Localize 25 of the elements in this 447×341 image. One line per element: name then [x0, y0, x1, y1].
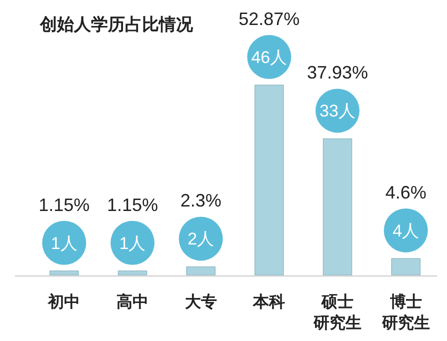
bar — [118, 270, 148, 276]
data-label: 2.3% — [180, 190, 222, 211]
data-label: 37.93% — [306, 62, 368, 83]
annotation: 33人 — [320, 102, 356, 121]
data-label: 52.87% — [238, 9, 300, 29]
annotation: 1人 — [119, 234, 146, 253]
x-tick-label: 初中 — [47, 293, 80, 311]
bar — [391, 258, 420, 276]
annotation: 2人 — [188, 230, 214, 249]
annotation: 46人 — [251, 48, 288, 67]
x-tick-label: 博士研究生 — [380, 293, 430, 332]
x-tick-label: 高中 — [116, 292, 148, 311]
bar — [186, 266, 216, 276]
data-label: 1.15% — [38, 194, 90, 215]
x-tick-label: 大专 — [184, 293, 217, 311]
x-tick-label: 硕士研究生 — [312, 293, 362, 332]
chart-title: 创始人学历占比情况 — [39, 15, 194, 34]
annotation: 1人 — [50, 234, 78, 253]
bar — [254, 84, 284, 276]
bar — [50, 270, 79, 276]
annotation: 4人 — [392, 221, 420, 240]
bar — [322, 138, 352, 276]
data-label: 4.6% — [385, 182, 426, 202]
data-label: 1.15% — [106, 194, 158, 215]
x-tick-label: 本科 — [252, 293, 286, 311]
